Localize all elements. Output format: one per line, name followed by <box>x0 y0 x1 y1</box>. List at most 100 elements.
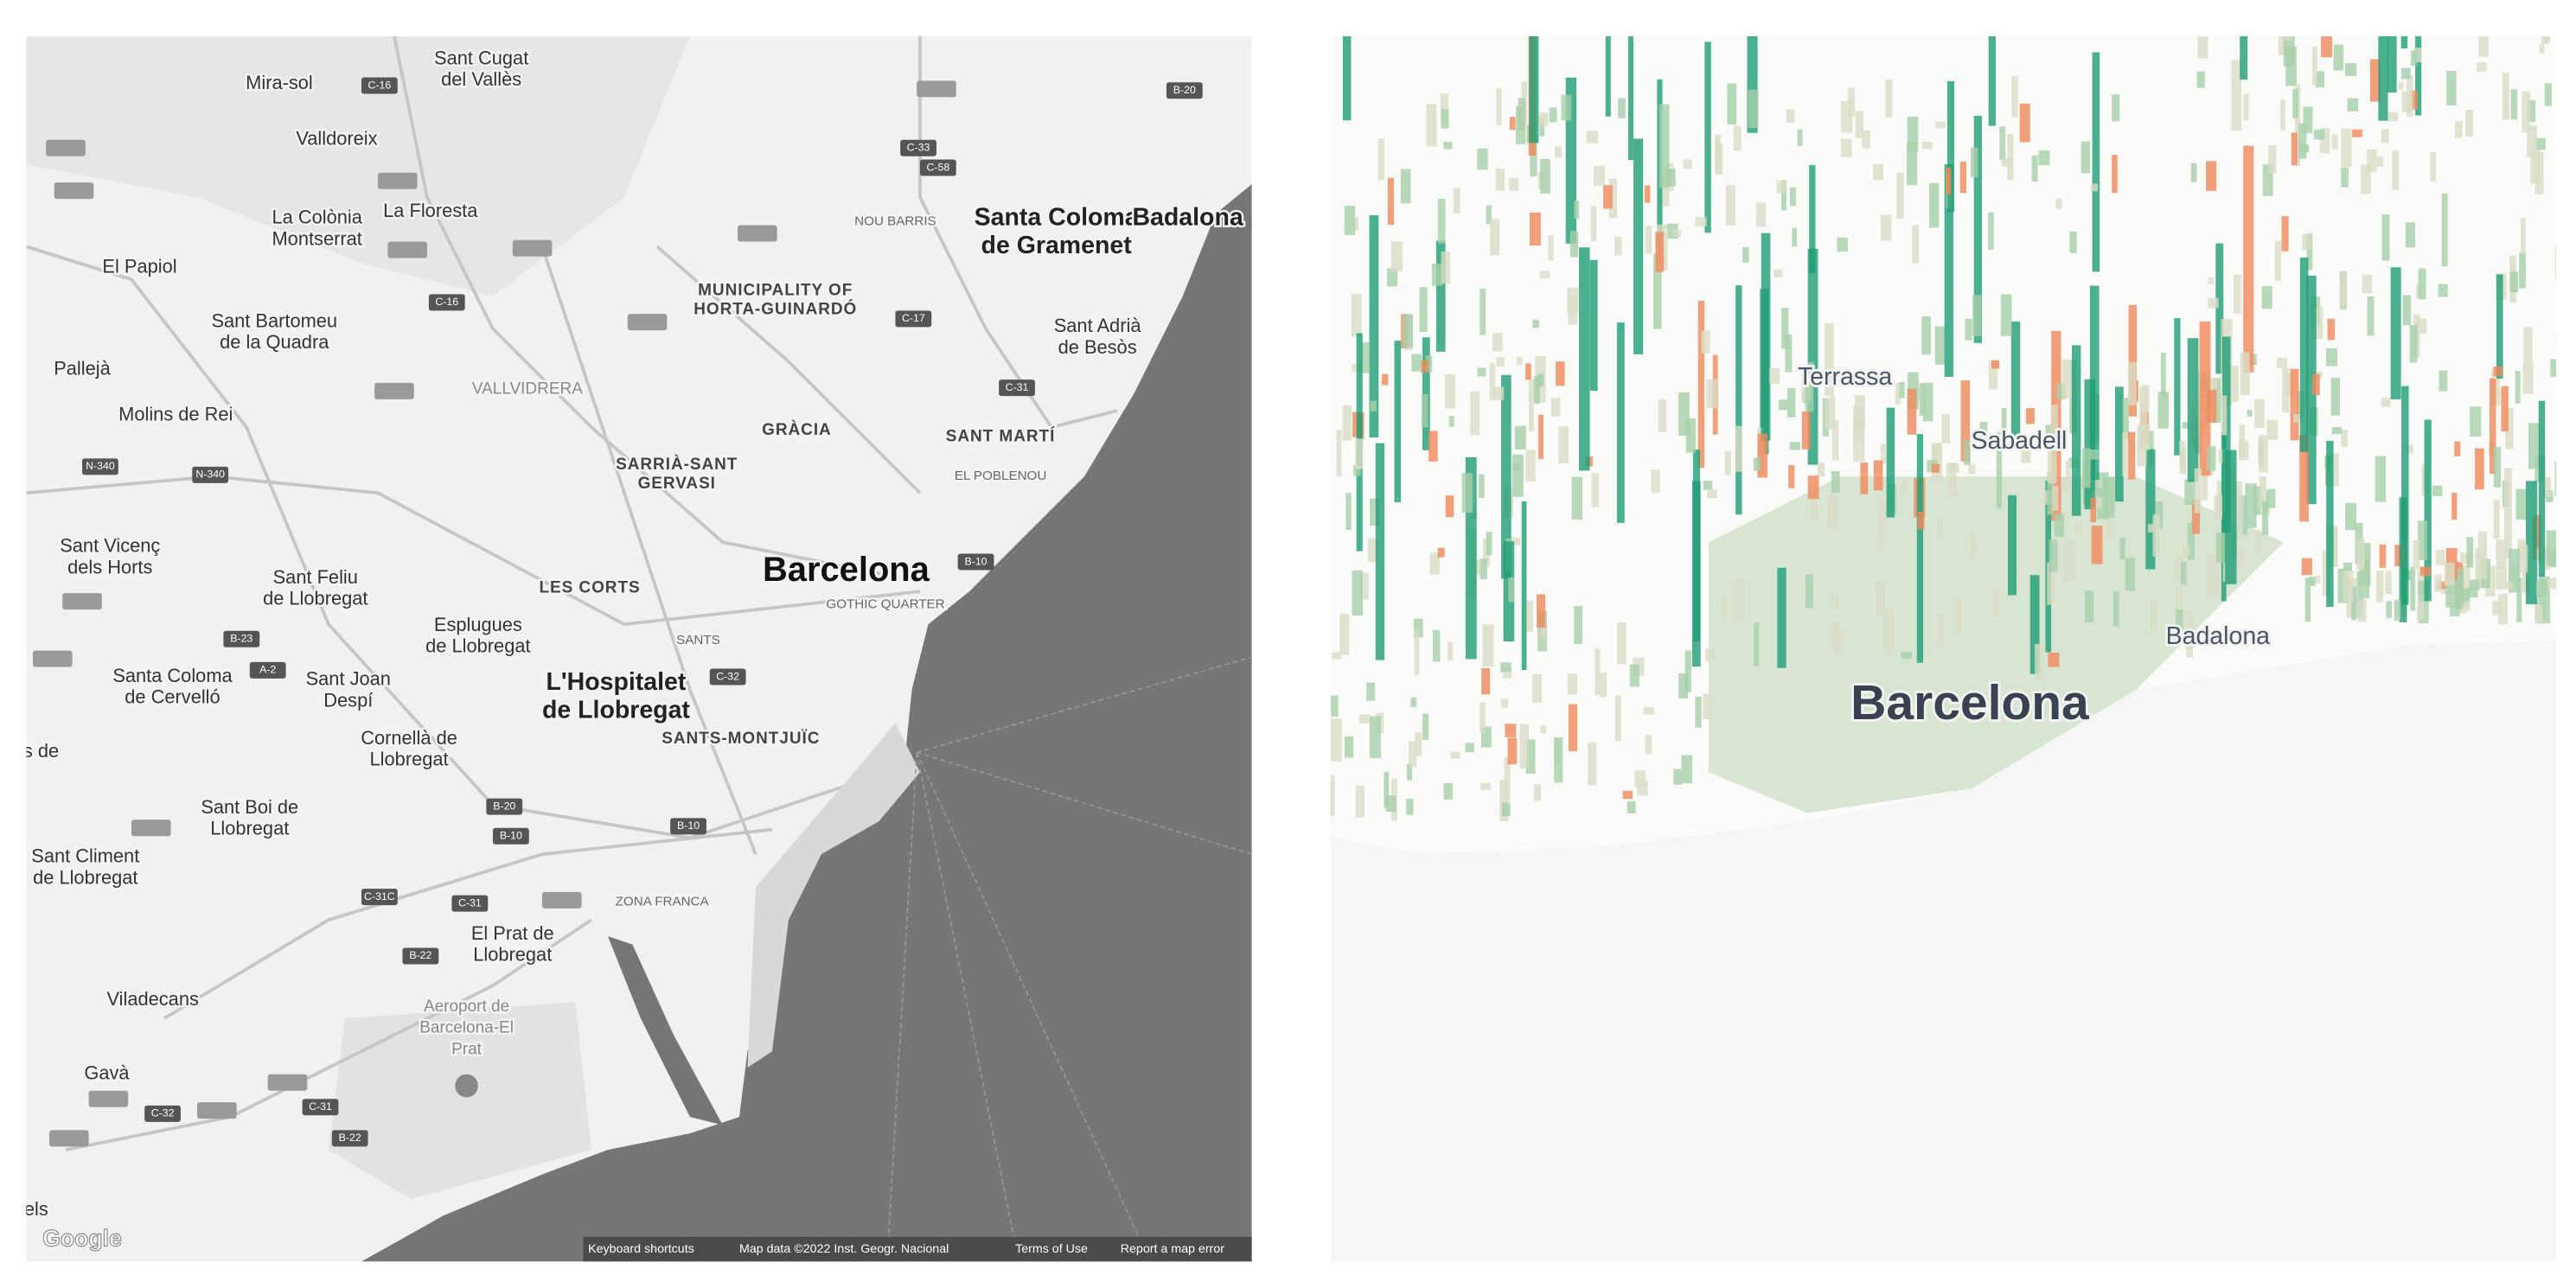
density-bar <box>1907 142 1918 186</box>
density-bar <box>1860 462 1869 494</box>
density-bar <box>2445 578 2457 608</box>
density-bar <box>1493 386 1505 401</box>
place-label: SANT MARTÍ <box>946 427 1056 446</box>
density-bar <box>2435 549 2445 565</box>
attribution-link[interactable]: Map data ©2022 Inst. Geogr. Nacional <box>739 1242 949 1256</box>
density-bar <box>1419 287 1428 332</box>
road-shield <box>451 895 489 912</box>
density-bar <box>2320 36 2333 58</box>
road-shield <box>492 827 529 845</box>
density-bar <box>2376 156 2384 167</box>
density-bar <box>2199 321 2211 476</box>
density-bar <box>1934 121 1946 129</box>
density-bar <box>2406 444 2414 454</box>
density-bar <box>1548 235 1554 261</box>
density-bar <box>2175 609 2183 635</box>
density-bar <box>1275 797 1284 814</box>
density-bar <box>1695 217 1707 227</box>
density-bar <box>1269 607 1278 753</box>
density-bar <box>2424 419 2432 602</box>
density-bar <box>2215 243 2224 374</box>
density-bar <box>1721 595 1727 622</box>
density-bar <box>1521 501 1527 671</box>
density-bar <box>2547 577 2557 590</box>
density-bar <box>1885 80 1893 118</box>
density-bar <box>2035 643 2044 680</box>
density-bar <box>1678 673 1689 698</box>
density-bar <box>1727 83 1737 125</box>
density-bar <box>2435 0 2441 22</box>
road-shield-blank <box>88 1090 129 1107</box>
density-bar <box>1359 572 1369 600</box>
density-bar <box>1441 252 1451 284</box>
density-bar <box>2457 568 2464 608</box>
density-bar <box>2542 11 2554 30</box>
density-bar <box>2304 577 2311 622</box>
road-shield <box>81 458 118 475</box>
road-shield-label: B-20 <box>1173 84 1196 96</box>
density-bar <box>1645 735 1652 755</box>
density-bar <box>1495 168 1505 191</box>
density-bar <box>1261 677 1269 720</box>
place-label: GOTHIC QUARTER <box>826 596 944 611</box>
density-bar <box>2385 571 2392 595</box>
density-bar <box>2398 82 2404 90</box>
density-bar <box>2539 43 2545 54</box>
density-bar <box>2490 378 2496 475</box>
density-bar <box>2247 410 2253 417</box>
density-bar <box>2282 36 2292 41</box>
road-shield-blank <box>627 314 668 331</box>
density-bar <box>2556 275 2567 307</box>
density-bar <box>1595 647 1601 696</box>
density-bar <box>1540 627 1546 640</box>
road-shield <box>900 139 936 156</box>
density-bar <box>1480 558 1487 579</box>
density-bar <box>1825 398 1831 430</box>
density-bar <box>2518 0 2526 20</box>
attribution-link[interactable]: Terms of Use <box>1015 1242 1088 1256</box>
density-bar <box>2137 425 2147 467</box>
attribution-link[interactable]: Report a map error <box>1121 1242 1225 1256</box>
density-bar <box>2546 530 2557 566</box>
density-bar <box>1465 743 1474 753</box>
density-bar <box>1946 462 1957 498</box>
density-bar <box>2515 371 2521 404</box>
density-bar <box>1445 495 1454 518</box>
airport-area <box>328 1002 591 1200</box>
density-bar <box>1970 532 1977 559</box>
place-label: de Cervelló <box>125 685 220 707</box>
density-bar <box>1413 618 1423 638</box>
attribution-link[interactable]: Keyboard shortcuts <box>588 1242 694 1256</box>
density-bar <box>1470 391 1480 436</box>
density-bar <box>1400 169 1411 204</box>
density-bar <box>1755 202 1767 227</box>
density-bar <box>2535 137 2546 150</box>
density-bar <box>1916 434 1924 663</box>
density-bar <box>2418 520 2427 560</box>
density-bar <box>2496 274 2503 379</box>
density-bar <box>1534 375 1540 405</box>
density-bar <box>1489 363 1496 400</box>
density-bar <box>2390 267 2401 399</box>
density-bar <box>2467 587 2478 598</box>
density-bar <box>2249 20 2258 29</box>
density-bar <box>1525 739 1536 775</box>
density-bar <box>2381 398 2391 407</box>
density-bar <box>2394 600 2401 622</box>
place-label: Prat <box>451 1040 483 1058</box>
density-bar <box>1659 104 1670 188</box>
density-bar <box>1972 295 1982 337</box>
density-bar <box>2047 471 2055 515</box>
road-shield-label: B-23 <box>230 633 252 645</box>
density-bar <box>1426 104 1437 147</box>
density-bar <box>1627 801 1636 814</box>
density-bar <box>2444 562 2455 586</box>
density-bar <box>2114 386 2124 502</box>
density-bar <box>2207 389 2217 423</box>
density-bar <box>2011 75 2018 118</box>
density-bar <box>1586 131 1599 143</box>
density-bar <box>2331 427 2343 435</box>
place-label: LES CORTS <box>539 578 640 596</box>
road-shield-label: C-17 <box>902 312 925 324</box>
